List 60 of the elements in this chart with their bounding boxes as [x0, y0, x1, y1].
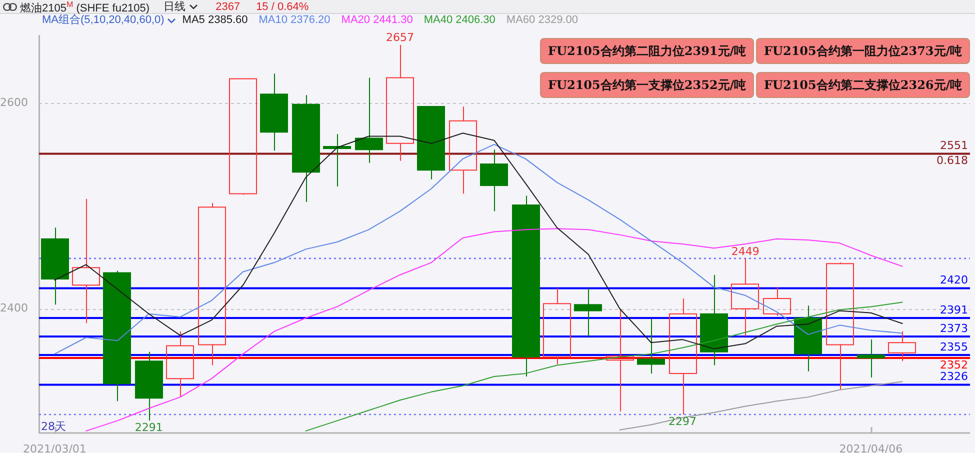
candlestick — [857, 339, 885, 378]
annotation: 2297 — [668, 414, 697, 428]
candlestick — [763, 286, 791, 316]
candlestick — [323, 134, 351, 188]
candlestick — [512, 195, 540, 378]
annotation: 2291 — [134, 421, 163, 434]
ref-line-label: 2355 — [940, 340, 968, 354]
candlestick — [888, 330, 916, 362]
candlestick — [355, 77, 383, 164]
ref-line-label: 2326 — [940, 370, 968, 384]
text: MA20 2441.30 — [341, 14, 413, 27]
text: MA60 2329.00 — [506, 14, 578, 27]
candlestick — [826, 262, 854, 390]
y-tick-label: 2400 — [0, 302, 28, 315]
annotation: 2657 — [386, 31, 414, 44]
candlestick — [700, 274, 728, 366]
candlestick — [103, 270, 131, 402]
y-tick-label: 2600 — [0, 96, 28, 110]
callout: FU2105合约第一阻力位2373元/吨 — [756, 38, 970, 64]
text: MA5 2385.60 — [182, 14, 248, 27]
ref-line-label: 2352 — [940, 358, 968, 372]
text: MA10 2376.20 — [258, 14, 330, 27]
callout: FU2105合约第一支撑位2352元/吨 — [540, 72, 754, 98]
candlestick — [543, 288, 571, 365]
legend-title: MA组合(5,10,20,40,60,0) — [42, 14, 166, 27]
candlestick — [480, 149, 508, 212]
annotation: FU2105合约第一支撑位2352元/吨 — [548, 78, 746, 92]
callout: FU2105合约第二支撑位2326元/吨 — [756, 72, 970, 98]
ref-line-label: 2420 — [940, 274, 968, 287]
annotation: 28天 — [41, 419, 66, 434]
candlestick — [166, 330, 194, 398]
text: 15 / 0.64% — [256, 1, 309, 13]
candlestick — [669, 298, 697, 416]
candlestick — [292, 94, 320, 202]
candlestick — [260, 73, 288, 152]
annotation: FU2105合约第二支撑位2326元/吨 — [764, 78, 962, 92]
ref-line-label: 2551 — [940, 139, 968, 152]
candlestick — [637, 318, 665, 374]
candlestick — [72, 198, 100, 324]
candlestick — [449, 106, 477, 194]
text: 2367 — [216, 1, 240, 13]
callout: FU2105合约第二阻力位2391元/吨 — [540, 38, 754, 64]
ref-line-label: 2373 — [940, 322, 968, 335]
annotation: 0.618 — [936, 154, 968, 168]
text: MA40 2406.30 — [424, 14, 496, 27]
chart-title: 燃油2105$^{M}$ (SHFE fu2105) — [20, 0, 150, 15]
candlestick — [574, 288, 602, 337]
annotation: FU2105合约第一阻力位2373元/吨 — [764, 44, 962, 58]
candlestick — [731, 258, 759, 337]
candlestick — [606, 308, 634, 412]
candlestick — [794, 305, 822, 372]
candlestick — [386, 44, 414, 162]
text: 日线 — [164, 1, 187, 13]
candlestick — [135, 351, 163, 422]
candlestick — [198, 202, 226, 366]
candlestick — [41, 227, 69, 306]
annotation: 2449 — [731, 244, 760, 258]
candlestick — [229, 78, 257, 196]
ref-line-label: 2391 — [940, 303, 968, 316]
annotation: FU2105合约第二阻力位2391元/吨 — [548, 44, 746, 58]
